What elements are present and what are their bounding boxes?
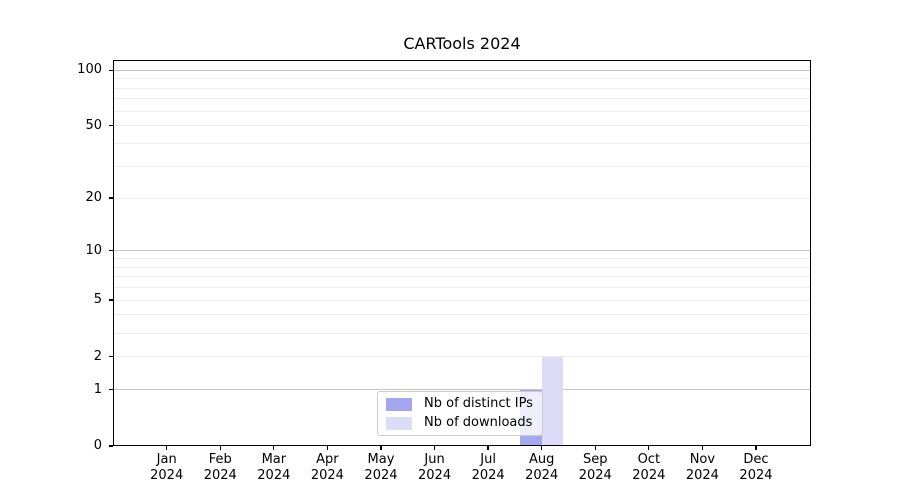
x-tick-label: Oct 2024	[632, 452, 666, 483]
x-tick-label: Aug 2024	[525, 452, 559, 483]
plot-area: Nb of distinct IPs Nb of downloads	[113, 60, 811, 446]
x-tick-mark	[433, 446, 436, 450]
minor-gridline	[113, 258, 811, 259]
x-tick-mark	[166, 446, 168, 450]
legend-entry-distinct-ips: Nb of distinct IPs	[386, 395, 538, 413]
x-tick-label: Sep 2024	[578, 452, 612, 483]
legend-swatch-downloads	[386, 416, 412, 430]
minor-gridline	[113, 98, 811, 100]
y-tick-mark	[109, 250, 113, 252]
y-tick-label: 10	[85, 242, 102, 258]
x-tick-label: Feb 2024	[203, 452, 237, 483]
y-tick-mark	[109, 69, 113, 71]
x-tick-mark	[380, 446, 382, 450]
x-tick-label: Jan 2024	[150, 452, 184, 483]
minor-gridline	[113, 125, 811, 127]
y-tick-label: 1	[93, 381, 102, 397]
x-tick-mark	[648, 446, 650, 450]
y-tick-label: 0	[93, 438, 102, 453]
minor-gridline	[113, 287, 811, 289]
y-tick-mark	[109, 388, 113, 391]
bar-nb-of-downloads	[541, 356, 564, 446]
major-gridline	[113, 250, 811, 252]
minor-gridline	[113, 110, 811, 112]
x-tick-label: Mar 2024	[257, 452, 291, 483]
x-tick-mark	[219, 446, 221, 450]
major-gridline	[113, 69, 811, 71]
y-tick-label: 100	[77, 62, 102, 78]
x-tick-label: Jul 2024	[471, 452, 505, 483]
minor-gridline	[113, 332, 811, 334]
chart-title: CARTools 2024	[403, 34, 521, 53]
legend-label-downloads: Nb of downloads	[424, 415, 533, 430]
x-tick-mark	[594, 446, 596, 450]
legend-entry-downloads: Nb of downloads	[386, 414, 538, 432]
minor-gridline	[113, 276, 811, 278]
legend: Nb of distinct IPs Nb of downloads	[377, 391, 543, 436]
y-tick-mark	[109, 125, 113, 127]
minor-gridline	[113, 78, 811, 80]
minor-gridline	[113, 143, 811, 145]
x-tick-label: Jun 2024	[418, 452, 452, 483]
x-tick-mark	[701, 446, 704, 450]
minor-gridline	[113, 266, 811, 268]
x-tick-mark	[487, 446, 489, 450]
x-tick-mark	[273, 446, 275, 450]
minor-gridline	[113, 314, 811, 316]
x-tick-label: Apr 2024	[310, 452, 344, 483]
x-tick-label: Dec 2024	[739, 452, 773, 483]
y-tick-mark	[109, 355, 113, 358]
x-tick-label: Nov 2024	[685, 452, 719, 483]
minor-gridline	[113, 356, 811, 358]
x-tick-mark	[326, 446, 329, 450]
minor-gridline	[113, 165, 811, 167]
x-tick-mark	[755, 446, 757, 450]
y-tick-mark	[109, 197, 113, 199]
legend-label-distinct-ips: Nb of distinct IPs	[424, 396, 533, 411]
minor-gridline	[113, 299, 811, 301]
y-tick-mark	[109, 299, 113, 301]
major-gridline	[113, 389, 811, 391]
legend-swatch-distinct-ips	[386, 397, 412, 411]
y-tick-label: 50	[85, 117, 102, 133]
y-tick-label: 5	[93, 292, 102, 308]
y-tick-mark	[109, 445, 113, 447]
minor-gridline	[113, 197, 811, 199]
x-tick-mark	[541, 446, 543, 450]
y-tick-label: 20	[85, 190, 102, 206]
x-tick-label: May 2024	[364, 452, 398, 483]
y-tick-label: 2	[93, 348, 102, 364]
minor-gridline	[113, 87, 811, 89]
